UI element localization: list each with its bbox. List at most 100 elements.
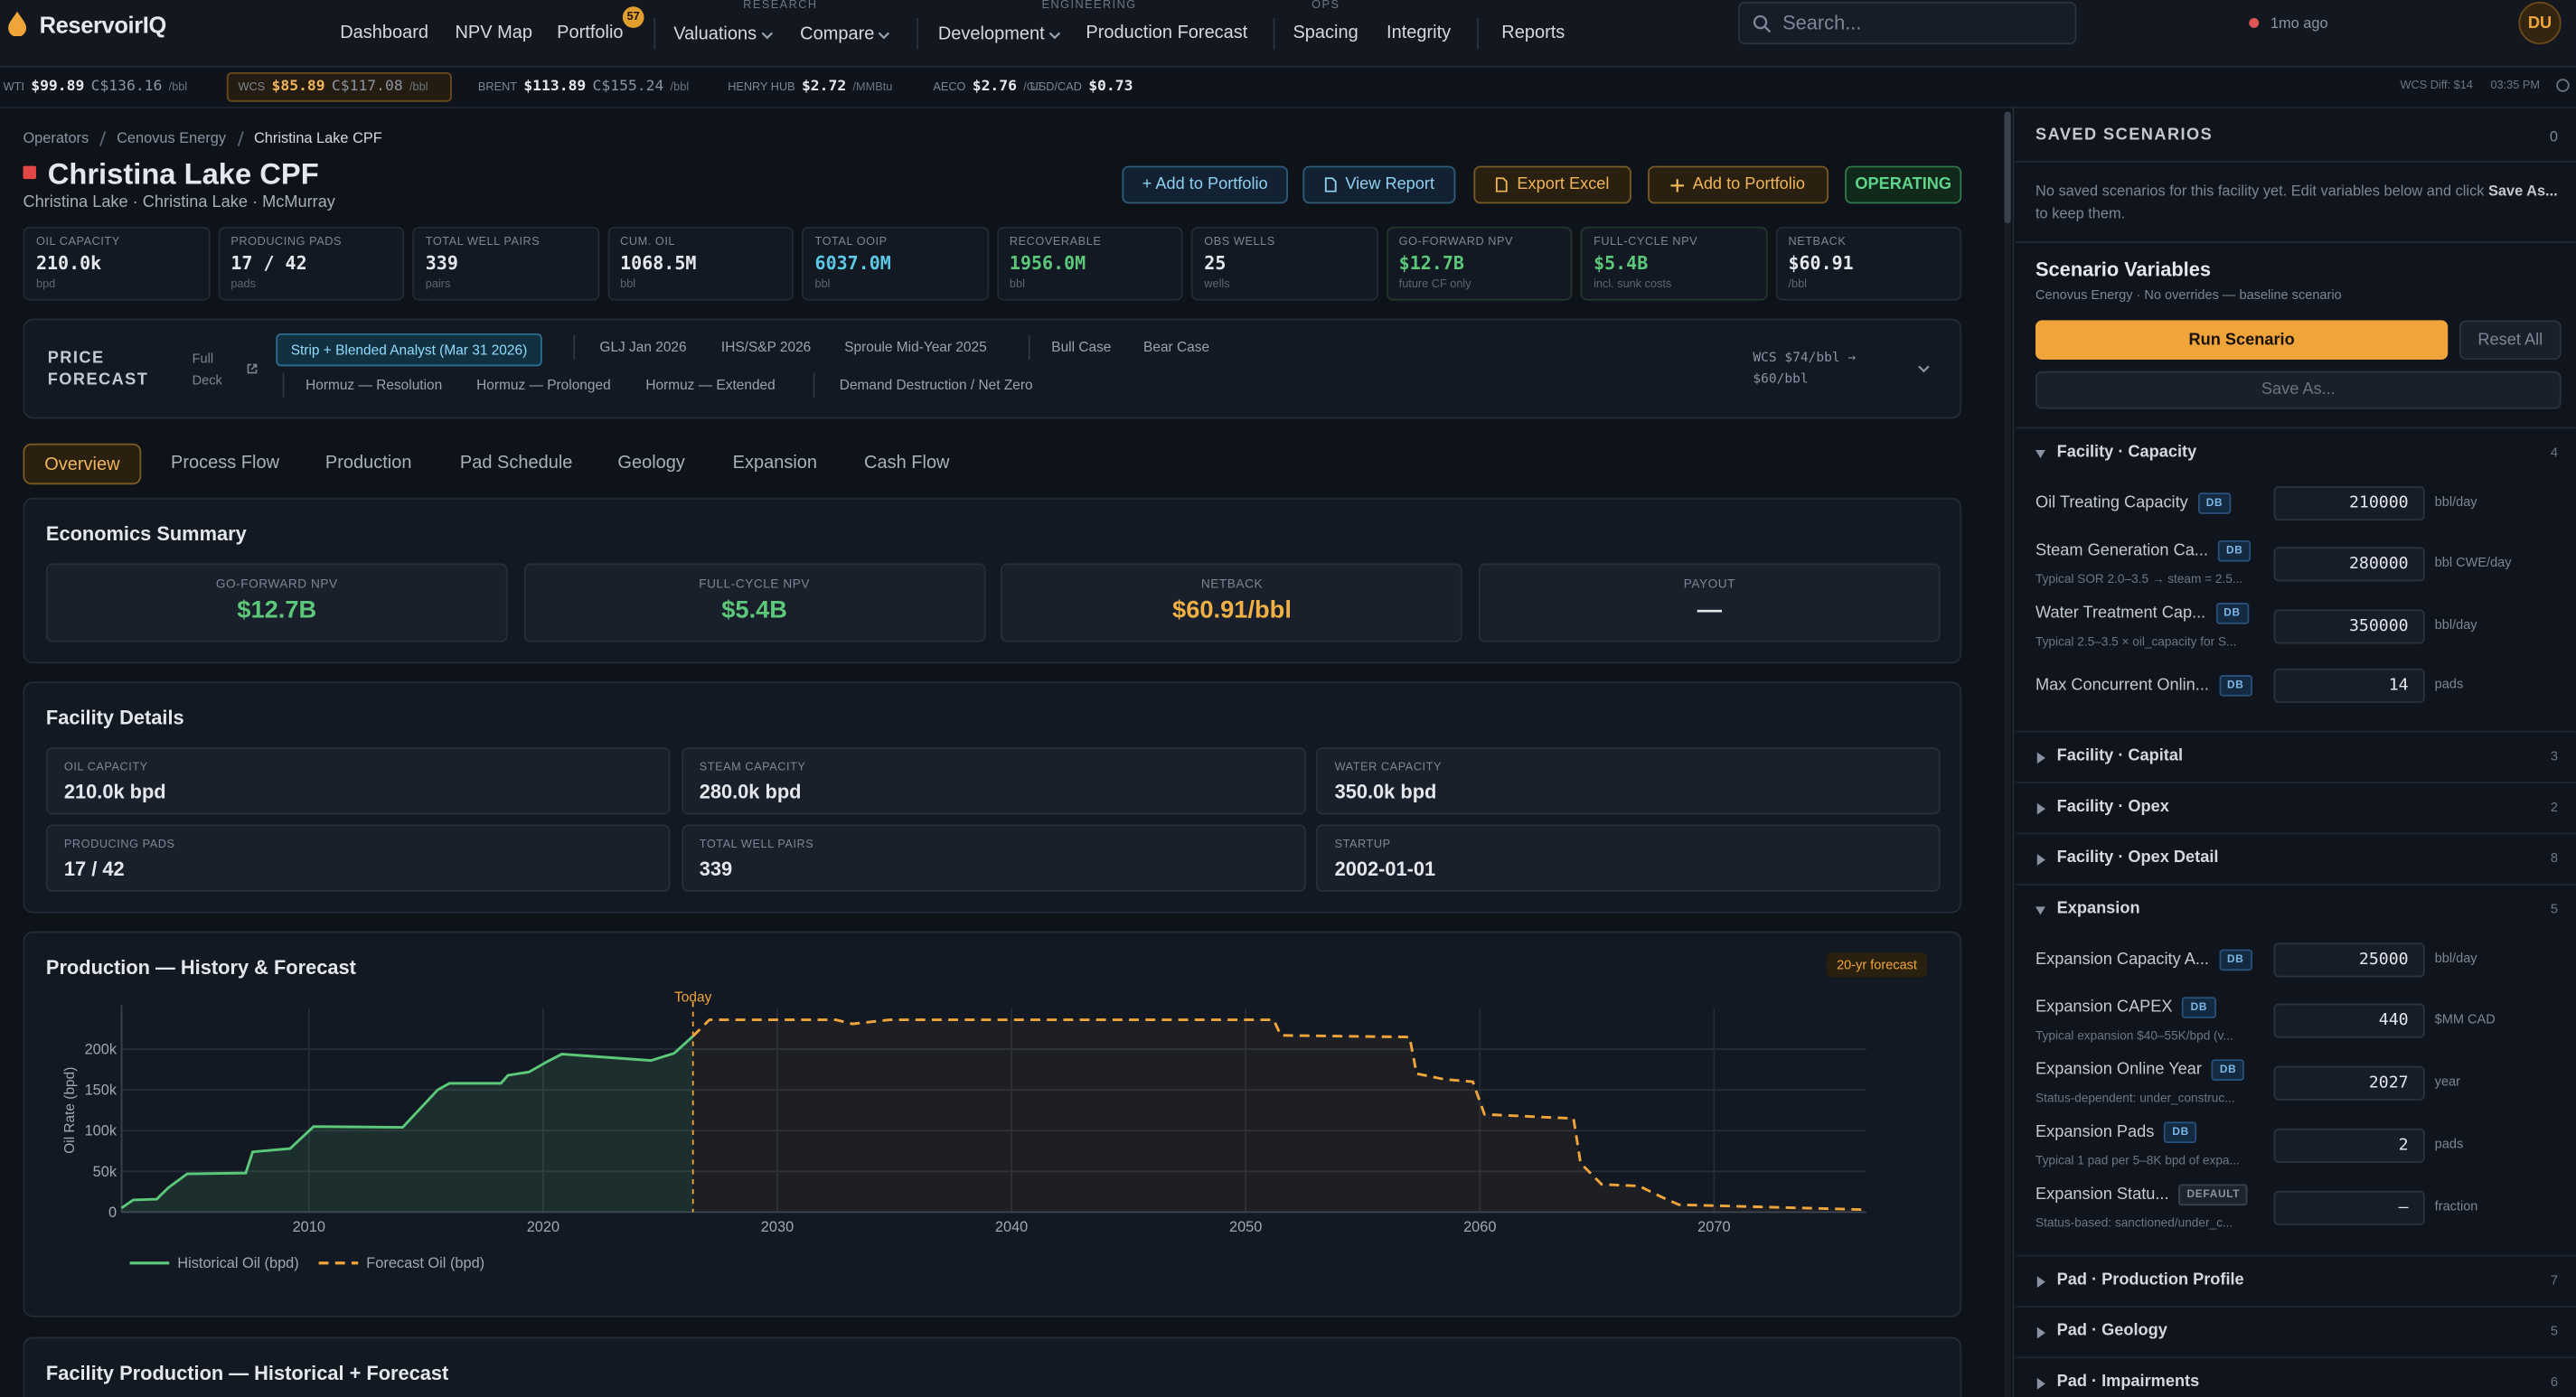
forecast-option[interactable]: Bear Case <box>1143 338 1210 355</box>
summary-label: PAYOUT <box>1683 576 1736 592</box>
variable-unit: pads <box>2434 676 2464 692</box>
ticker-diff: WCS Diff: $14 <box>2400 80 2473 92</box>
variable-tag: DB <box>2164 1121 2198 1144</box>
ticker-item: BRENT $113.89 C$155.24/bbl <box>478 68 689 108</box>
forecast-option[interactable]: Bull Case <box>1051 338 1112 355</box>
variable-group: Pad · Impairments 6 <box>2016 1358 2576 1397</box>
tab[interactable]: Pad Schedule <box>459 453 573 473</box>
forecast-option[interactable]: Sproule Mid-Year 2025 <box>844 338 987 355</box>
detail-card: WATER CAPACITY 350.0k bpd <box>1316 747 1941 815</box>
variable-groups: Facility · Capacity 4 Oil Treating Capacit… <box>2016 427 2576 1397</box>
variable-input[interactable]: 440 <box>2273 1003 2425 1038</box>
brand: ReservoirIQ <box>39 11 167 38</box>
y-tick-label: 0 <box>108 1205 117 1221</box>
variable-input[interactable]: 280000 <box>2273 547 2425 582</box>
section-title: Facility Details <box>45 706 184 730</box>
forecast-option[interactable]: Hormuz — Prolonged <box>476 376 611 393</box>
variable-group: Facility · Capacity 4 Oil Treating Capacit… <box>2016 428 2576 733</box>
variable-label: Expansion CAPEX <box>2035 999 2173 1017</box>
kpi-unit: pairs <box>425 278 451 291</box>
header-button[interactable]: View Report <box>1302 165 1456 204</box>
avatar[interactable]: DU <box>2518 1 2562 45</box>
summary-label: FULL-CYCLE NPV <box>699 576 811 592</box>
nav-item[interactable]: Portfolio <box>557 23 624 43</box>
y-tick-label: 100k <box>85 1123 118 1139</box>
group-name: Expansion <box>2056 900 2140 919</box>
search-box[interactable]: Search... <box>1738 1 2077 45</box>
nav-item[interactable]: Spacing <box>1293 23 1359 43</box>
forecast-option[interactable]: Strip + Blended Analyst (Mar 31 2026) <box>276 333 542 367</box>
variable-row: Oil Treating Capacity DB 210000 bbl/day <box>2016 478 2576 536</box>
collapsed-arrow <box>2036 752 2045 764</box>
chevron <box>879 31 890 39</box>
dropdown-chevron <box>1048 31 1060 39</box>
forecast-option[interactable]: Hormuz — Resolution <box>306 376 443 393</box>
deck-label[interactable]: Full Deck <box>192 351 222 388</box>
chevron <box>1918 365 1930 373</box>
reset-button[interactable]: Reset All <box>2458 320 2562 361</box>
variable-label: Expansion Capacity A... <box>2035 951 2209 970</box>
triangle <box>2036 854 2045 866</box>
nav-item[interactable]: Valuations <box>673 24 773 44</box>
tab[interactable]: Cash Flow <box>864 453 950 473</box>
group-header[interactable]: Facility · Capital 3 <box>2016 733 2576 783</box>
kpi-label: PRODUCING PADS <box>230 236 343 248</box>
ticker-name: USD/CAD <box>1029 80 1082 93</box>
tab[interactable]: Process Flow <box>171 453 280 473</box>
ticker-item: HENRY HUB $2.72/MMBtu <box>728 68 892 108</box>
variable-unit: bbl/day <box>2434 494 2477 510</box>
forecast-option[interactable]: IHS/S&P 2026 <box>720 338 812 355</box>
forecast-option[interactable]: GLJ Jan 2026 <box>599 338 687 355</box>
variable-label: Expansion Statu... <box>2035 1186 2169 1205</box>
y-tick-label: 150k <box>85 1083 118 1099</box>
group-header[interactable]: Pad · Impairments 6 <box>2016 1358 2576 1397</box>
group-header[interactable]: Pad · Geology 5 <box>2016 1308 2576 1357</box>
header-button[interactable]: Add to Portfolio <box>1648 165 1829 204</box>
divider <box>2016 161 2576 163</box>
tab[interactable]: Production <box>324 453 412 473</box>
detail-value: 210.0k bpd <box>63 780 166 803</box>
nav-item[interactable]: NPV Map <box>455 23 533 43</box>
doc <box>1496 177 1509 192</box>
group-header[interactable]: Pad · Production Profile 7 <box>2016 1256 2576 1306</box>
nav-item[interactable]: Production Forecast <box>1086 23 1248 43</box>
breadcrumb-item[interactable]: Operators <box>23 129 89 146</box>
kpi-value: 1068.5M <box>620 252 697 275</box>
forecast-option[interactable]: Demand Destruction / Net Zero <box>839 376 1033 393</box>
variable-input[interactable]: 25000 <box>2273 942 2425 978</box>
nav-item[interactable]: Integrity <box>1387 23 1452 43</box>
save-button[interactable]: Save As... <box>2035 370 2562 409</box>
variable-input[interactable]: 2 <box>2273 1128 2425 1163</box>
summary-card: GO-FORWARD NPV $12.7B <box>45 563 508 642</box>
nav-item[interactable]: Compare <box>800 24 890 44</box>
group-header[interactable]: Expansion 5 <box>2016 886 2576 935</box>
tab[interactable]: Geology <box>617 453 685 473</box>
breadcrumb-item[interactable]: Cenovus Energy <box>117 129 227 146</box>
collapsed-arrow <box>2036 1327 2045 1339</box>
header-button[interactable]: Export Excel <box>1473 165 1631 204</box>
section-title: Economics Summary <box>45 521 247 546</box>
group-header[interactable]: Facility · Opex 2 <box>2016 783 2576 833</box>
ticker-cad: C$117.08 <box>331 79 403 96</box>
variable-label: Oil Treating Capacity <box>2035 494 2188 513</box>
variable-input[interactable]: 210000 <box>2273 486 2425 521</box>
expanded-arrow <box>2035 450 2045 459</box>
variable-input[interactable]: 2027 <box>2273 1065 2425 1101</box>
group-header[interactable]: Facility · Capacity 4 <box>2016 428 2576 478</box>
variable-input[interactable]: 350000 <box>2273 609 2425 644</box>
group-header[interactable]: Facility · Opex Detail 8 <box>2016 834 2576 884</box>
tab[interactable]: Expansion <box>732 453 818 473</box>
run-button[interactable]: Run Scenario <box>2035 320 2449 361</box>
variable-tag: DB <box>2197 492 2232 514</box>
variable-input[interactable]: — <box>2273 1190 2425 1225</box>
ticker-name: WTI <box>3 80 24 93</box>
tab[interactable]: Overview <box>23 443 142 485</box>
forecast-option[interactable]: Hormuz — Extended <box>645 376 776 393</box>
group-count: 4 <box>2550 445 2559 460</box>
nav-item[interactable]: Development <box>938 24 1061 44</box>
nav-item[interactable]: Reports <box>1501 23 1565 43</box>
nav-item[interactable]: Dashboard <box>340 23 429 43</box>
header-button[interactable]: + Add to Portfolio <box>1122 165 1288 204</box>
variable-input[interactable]: 14 <box>2273 668 2425 703</box>
